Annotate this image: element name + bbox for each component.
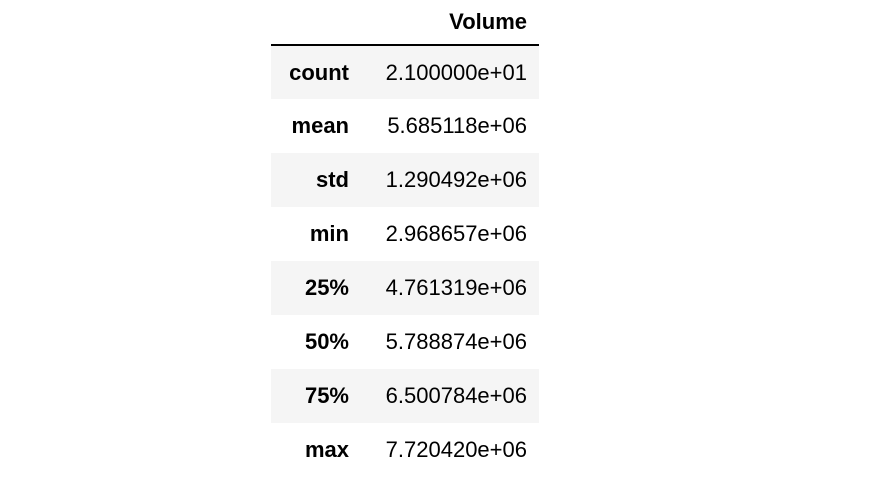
- cell-value: 6.500784e+06: [385, 383, 527, 408]
- header-row: Volume: [271, 0, 539, 46]
- table-body: count 2.100000e+01 mean 5.685118e+06 std…: [271, 45, 539, 477]
- table-row: 25% 4.761319e+06: [271, 261, 539, 315]
- table-row: max 7.720420e+06: [271, 423, 539, 477]
- row-label: mean: [291, 113, 349, 138]
- table-row: mean 5.685118e+06: [271, 99, 539, 153]
- cell-value: 5.685118e+06: [387, 113, 527, 138]
- row-label: 75%: [304, 383, 349, 408]
- cell-value: 2.968657e+06: [385, 221, 527, 246]
- table-row: min 2.968657e+06: [271, 207, 539, 261]
- table-row: std 1.290492e+06: [271, 153, 539, 207]
- index-header: [271, 0, 361, 46]
- table-row: 75% 6.500784e+06: [271, 369, 539, 423]
- cell-value: 2.100000e+01: [385, 59, 527, 85]
- table-row: 50% 5.788874e+06: [271, 315, 539, 369]
- row-label: 50%: [304, 329, 349, 354]
- row-label: max: [304, 437, 349, 462]
- cell-value: 5.788874e+06: [385, 329, 527, 354]
- cell-value: 4.761319e+06: [385, 275, 527, 300]
- cell-value: 7.720420e+06: [385, 437, 527, 462]
- row-label: count: [289, 59, 349, 85]
- row-label: min: [309, 221, 349, 246]
- row-label: 25%: [304, 275, 349, 300]
- cell-value: 1.290492e+06: [385, 167, 527, 192]
- describe-table: Volume count 2.100000e+01 mean 5.685118e…: [271, 0, 539, 477]
- table-header: Volume: [271, 0, 539, 46]
- table-row: count 2.100000e+01: [271, 45, 539, 99]
- column-header-volume: Volume: [361, 0, 539, 46]
- row-label: std: [316, 167, 349, 192]
